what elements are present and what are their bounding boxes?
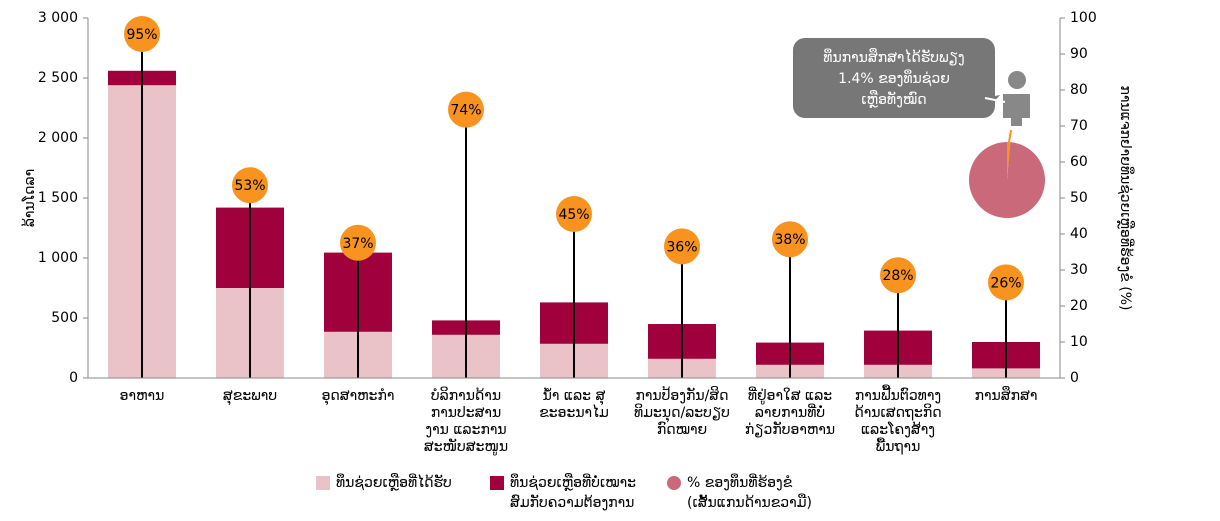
- annotation: [793, 38, 1030, 126]
- y2-tick-label: 70: [1070, 118, 1088, 134]
- x-tick-label: ທີ່ຢູ່ອາໃສ ແລະ: [748, 386, 832, 404]
- legend-label: ທຶນຊ່ວຍເຫຼືອທີ່ໄດ້ຮັບ: [336, 473, 452, 491]
- legend-label: (ເສັ້ນແກນດ້ານຂວາມື): [687, 493, 812, 511]
- legend-label: ສົມກັບຄວາມຕ້ອງການ: [510, 494, 634, 511]
- y2-axis-title: ການແຈກຢາຍທຶນຊ່ວຍເຫຼືອທີ່ຮ້ອງຂໍ (%): [1117, 86, 1135, 311]
- percent-label: 53%: [234, 178, 265, 194]
- x-tick-label: ກ່ຽວກັບອາຫານ: [745, 422, 835, 438]
- x-tick-label: ລາຍການທີ່ບໍ່: [755, 403, 825, 421]
- legend-swatch: [490, 476, 504, 490]
- x-tick-label: ນ້ຳ ແລະ ສຸ: [543, 387, 606, 405]
- x-tick-label: ແລະໂຄງສ້າງ: [861, 421, 935, 438]
- percent-marker: [664, 228, 700, 265]
- percent-marker: [988, 264, 1024, 301]
- x-tick-label: ທິມະນຸດ/ລະບຽບ: [634, 403, 730, 422]
- x-tick-label: ດ້ານເສດຖະກິດ: [854, 403, 941, 421]
- percent-label: 28%: [882, 268, 913, 284]
- percent-label: 95%: [126, 27, 157, 43]
- x-tick-label: ສຸຂະພາບ: [223, 388, 277, 405]
- y-tick-label: 1 000: [38, 250, 78, 266]
- y-tick-label: 2 000: [38, 130, 78, 146]
- y2-tick-label: 50: [1070, 190, 1088, 206]
- percent-marker: [772, 221, 808, 258]
- person-head: [1008, 71, 1026, 89]
- y-tick-label: 3 000: [38, 10, 78, 26]
- x-tick-label: ອາຫານ: [120, 388, 165, 404]
- y2-tick-label: 10: [1070, 334, 1088, 350]
- x-tick-label: ສະໜັບສະໜູນ: [424, 439, 508, 455]
- y2-tick-label: 90: [1070, 46, 1088, 62]
- legend-label: % ຂອງທຶນທີ່ຮ້ອງຂໍ: [687, 473, 793, 491]
- x-tick-label: ກົດໝາຍ: [657, 422, 707, 438]
- percent-marker: [880, 257, 916, 294]
- annotation-text: 1.4% ຂອງທຶນຊ່ວຍ: [838, 69, 950, 87]
- percent-label: 38%: [774, 232, 805, 248]
- pie-pointer: [1008, 129, 1012, 143]
- percent-marker: [340, 224, 376, 261]
- y2-tick-label: 100: [1070, 10, 1097, 26]
- x-tick-label: ການປ້ອງກັນ/ສິດ: [635, 386, 728, 404]
- person-body: [1003, 94, 1030, 126]
- percent-marker: [124, 16, 160, 52]
- y2-tick-label: 20: [1070, 298, 1088, 314]
- x-tick-label: ບໍລິການດ້ານ: [431, 386, 501, 404]
- annotation-text: ທຶນການສຶກສາໄດ້ຮັບພຽງ: [823, 48, 964, 66]
- percent-marker: [556, 196, 592, 232]
- x-tick-label: ຂະອະນາໄມ: [539, 404, 609, 421]
- y2-tick-label: 60: [1070, 154, 1088, 170]
- y2-tick-label: 40: [1070, 226, 1088, 242]
- pointer-stick: [984, 97, 1006, 103]
- y2-tick-label: 30: [1070, 262, 1088, 278]
- annotation-box: [793, 38, 995, 118]
- annotation-text: ເຫຼືອທັງໝົດ: [861, 90, 926, 108]
- legend-label: ທຶນຊ່ວຍເຫຼືອທີ່ບໍ່ເໝາະ: [510, 473, 636, 491]
- percent-marker: [232, 167, 268, 204]
- legend-swatch: [667, 476, 681, 490]
- x-tick-label: ອຸດສາຫະກໍາ: [322, 388, 395, 405]
- pie-slice: [969, 142, 1045, 218]
- y2-tick-label: 0: [1070, 370, 1079, 386]
- y-tick-label: 500: [51, 310, 78, 326]
- x-tick-label: ການປະສານ: [431, 405, 501, 421]
- percent-label: 74%: [450, 103, 481, 119]
- x-tick-label: ພື້ນຖານ: [876, 437, 921, 455]
- y-axis-title: ລ້ານໂດລາ: [21, 169, 38, 227]
- percent-marker: [448, 91, 484, 128]
- x-tick-label: ການຟື້ນຕົວທາງ: [855, 384, 941, 404]
- legend-swatch: [316, 476, 330, 490]
- pie-slice: [1007, 142, 1011, 180]
- percent-label: 36%: [666, 239, 697, 255]
- percent-label: 37%: [342, 236, 373, 252]
- y2-tick-label: 80: [1070, 82, 1088, 98]
- percent-label: 26%: [990, 275, 1021, 291]
- x-tick-label: ການສຶກສາ: [975, 386, 1038, 404]
- y-tick-label: 0: [69, 370, 78, 386]
- x-tick-label: ງານ ແລະການ: [425, 422, 506, 438]
- percent-label: 45%: [558, 207, 589, 223]
- y-tick-label: 2 500: [38, 70, 78, 86]
- y-tick-label: 1 500: [38, 190, 78, 206]
